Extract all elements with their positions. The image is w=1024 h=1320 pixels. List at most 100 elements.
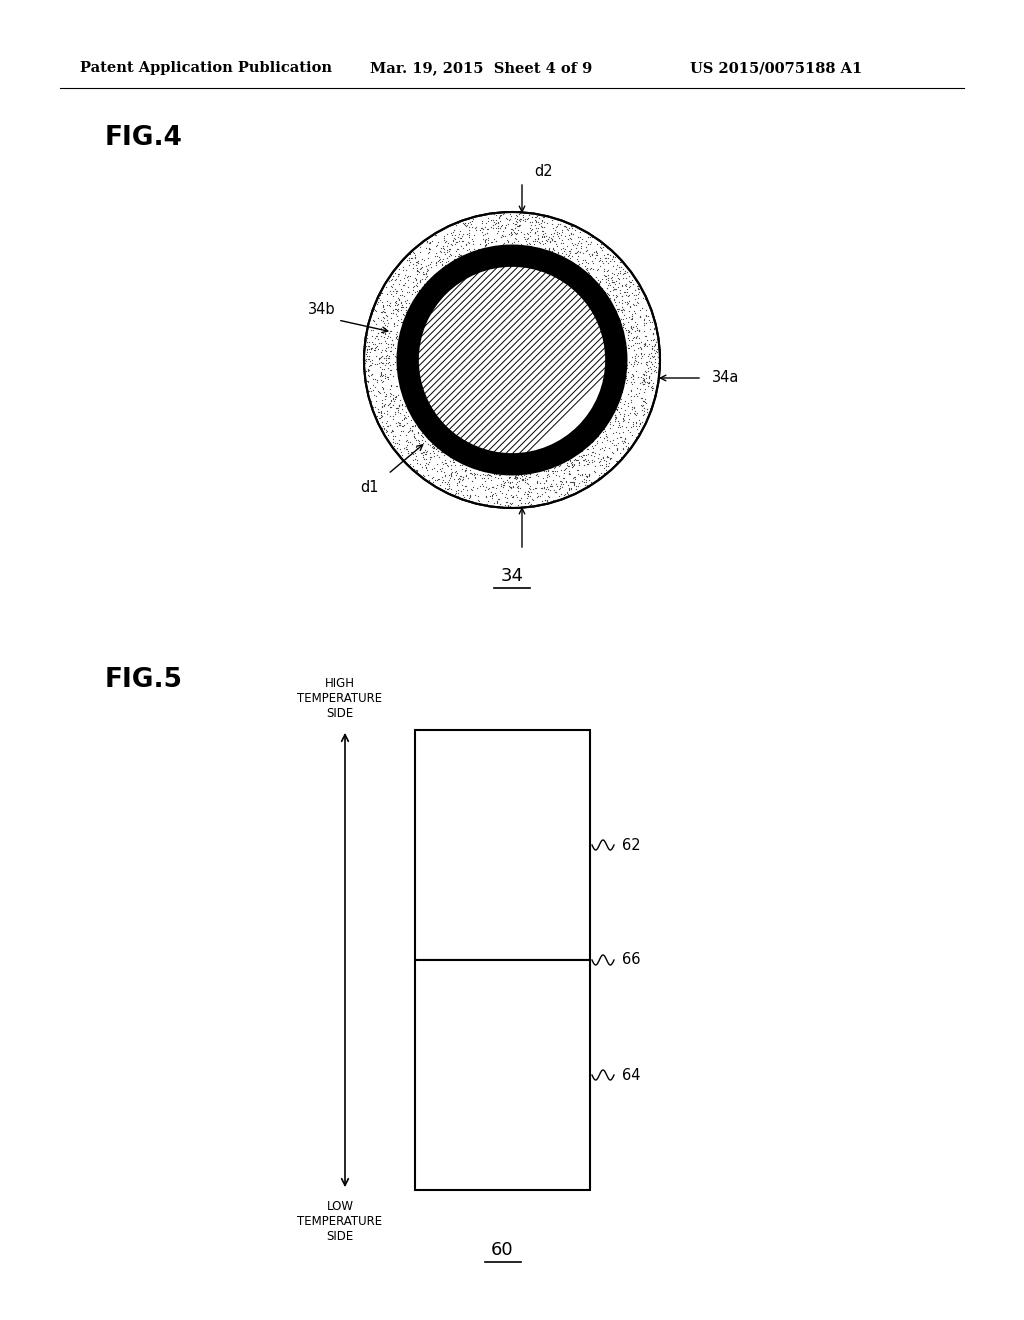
Point [614, 317, 631, 338]
Point [450, 239, 466, 260]
Point [534, 211, 550, 232]
Point [542, 479, 558, 500]
Point [638, 313, 654, 334]
Point [483, 487, 500, 508]
Point [537, 242, 553, 263]
Point [368, 301, 384, 322]
Point [598, 455, 614, 477]
Point [449, 462, 465, 483]
Point [620, 438, 636, 459]
Point [502, 492, 518, 513]
Point [435, 445, 452, 466]
Point [391, 414, 408, 436]
Point [406, 458, 422, 479]
Point [549, 246, 565, 267]
Point [640, 360, 656, 381]
Circle shape [400, 248, 624, 473]
Point [461, 224, 477, 246]
Point [509, 475, 525, 496]
Point [429, 246, 445, 267]
Point [579, 257, 595, 279]
Point [407, 426, 423, 447]
Point [630, 279, 646, 300]
Point [509, 477, 525, 498]
Point [389, 305, 406, 326]
Point [570, 449, 587, 470]
Point [530, 207, 547, 228]
Point [531, 473, 548, 494]
Point [590, 230, 606, 251]
Point [634, 372, 650, 393]
Point [470, 490, 486, 511]
Point [592, 249, 608, 271]
Point [387, 327, 403, 348]
Point [614, 408, 631, 429]
Point [636, 391, 652, 412]
Point [648, 342, 665, 363]
Point [385, 366, 401, 387]
Point [560, 455, 577, 477]
Point [388, 326, 404, 347]
Text: 66: 66 [622, 953, 640, 968]
Point [612, 417, 629, 438]
Point [385, 388, 401, 409]
Point [553, 224, 569, 246]
Point [376, 418, 392, 440]
Point [610, 298, 627, 319]
Point [607, 301, 624, 322]
Point [522, 463, 539, 484]
Point [642, 318, 658, 339]
Point [626, 327, 642, 348]
Point [404, 253, 421, 275]
Point [571, 242, 588, 263]
Point [636, 388, 652, 409]
Point [528, 465, 545, 486]
Point [359, 325, 376, 346]
Point [410, 411, 426, 432]
Point [644, 329, 660, 350]
Point [486, 228, 503, 249]
Point [395, 304, 412, 325]
Point [492, 465, 508, 486]
Point [607, 404, 624, 425]
Point [637, 360, 653, 381]
Point [540, 461, 556, 482]
Point [470, 486, 486, 507]
Point [631, 319, 647, 341]
Point [461, 488, 477, 510]
Point [418, 457, 434, 478]
Point [513, 234, 529, 255]
Point [415, 432, 431, 453]
Point [406, 458, 422, 479]
Point [510, 202, 526, 223]
Point [617, 416, 634, 437]
Point [465, 234, 481, 255]
Point [544, 240, 560, 261]
Point [513, 487, 529, 508]
Point [636, 412, 652, 433]
Point [410, 422, 426, 444]
Point [536, 477, 552, 498]
Point [627, 400, 643, 421]
Point [634, 346, 650, 367]
Point [500, 231, 516, 252]
Point [545, 239, 561, 260]
Point [409, 438, 425, 459]
Point [400, 265, 417, 286]
Point [512, 236, 528, 257]
Point [638, 305, 654, 326]
Point [446, 454, 463, 475]
Point [490, 465, 507, 486]
Point [630, 422, 646, 444]
Point [385, 395, 401, 416]
Point [511, 478, 527, 499]
Point [387, 338, 403, 359]
Point [425, 437, 441, 458]
Point [625, 396, 641, 417]
Point [623, 380, 639, 401]
Point [416, 449, 432, 470]
Point [375, 379, 391, 400]
Point [547, 454, 563, 475]
Point [568, 459, 585, 480]
Point [484, 238, 501, 259]
